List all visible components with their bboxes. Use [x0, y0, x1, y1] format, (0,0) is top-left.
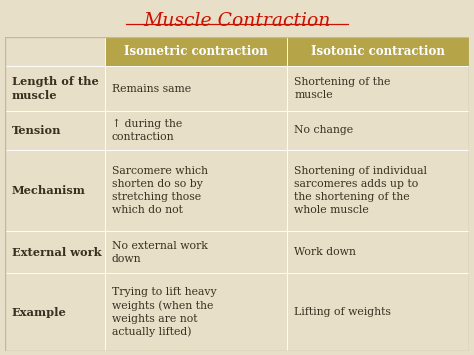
Text: External work: External work — [12, 247, 101, 258]
Text: Isotonic contraction: Isotonic contraction — [311, 45, 445, 58]
Bar — [5, 231, 105, 273]
Bar — [287, 66, 469, 111]
Text: No external work
down: No external work down — [111, 241, 208, 264]
Text: Remains same: Remains same — [111, 84, 191, 94]
Bar — [287, 149, 469, 231]
Bar — [105, 37, 287, 66]
Bar — [5, 273, 105, 351]
Bar — [5, 111, 105, 149]
Bar — [105, 66, 287, 111]
Bar — [287, 273, 469, 351]
Text: Shortening of the
muscle: Shortening of the muscle — [294, 77, 391, 100]
Bar — [5, 37, 105, 66]
Text: Tension: Tension — [12, 125, 61, 136]
Bar — [287, 37, 469, 66]
Bar — [287, 111, 469, 149]
Bar — [5, 149, 105, 231]
Text: Shortening of individual
sarcomeres adds up to
the shortening of the
whole muscl: Shortening of individual sarcomeres adds… — [294, 166, 427, 215]
Bar — [105, 273, 287, 351]
Bar — [105, 111, 287, 149]
Text: Trying to lift heavy
weights (when the
weights are not
actually lifted): Trying to lift heavy weights (when the w… — [111, 287, 216, 337]
Text: Mechanism: Mechanism — [12, 185, 86, 196]
Bar — [105, 231, 287, 273]
Text: Isometric contraction: Isometric contraction — [124, 45, 268, 58]
Bar — [5, 66, 105, 111]
Text: Work down: Work down — [294, 247, 356, 257]
Bar — [105, 149, 287, 231]
Text: Length of the
muscle: Length of the muscle — [12, 76, 99, 101]
Text: Muscle Contraction: Muscle Contraction — [143, 12, 331, 31]
Bar — [287, 231, 469, 273]
Text: Sarcomere which
shorten do so by
stretching those
which do not: Sarcomere which shorten do so by stretch… — [111, 166, 208, 215]
Text: Lifting of weights: Lifting of weights — [294, 307, 391, 317]
Text: ↑ during the
contraction: ↑ during the contraction — [111, 119, 182, 142]
Text: No change: No change — [294, 125, 353, 135]
Text: Example: Example — [12, 307, 66, 318]
